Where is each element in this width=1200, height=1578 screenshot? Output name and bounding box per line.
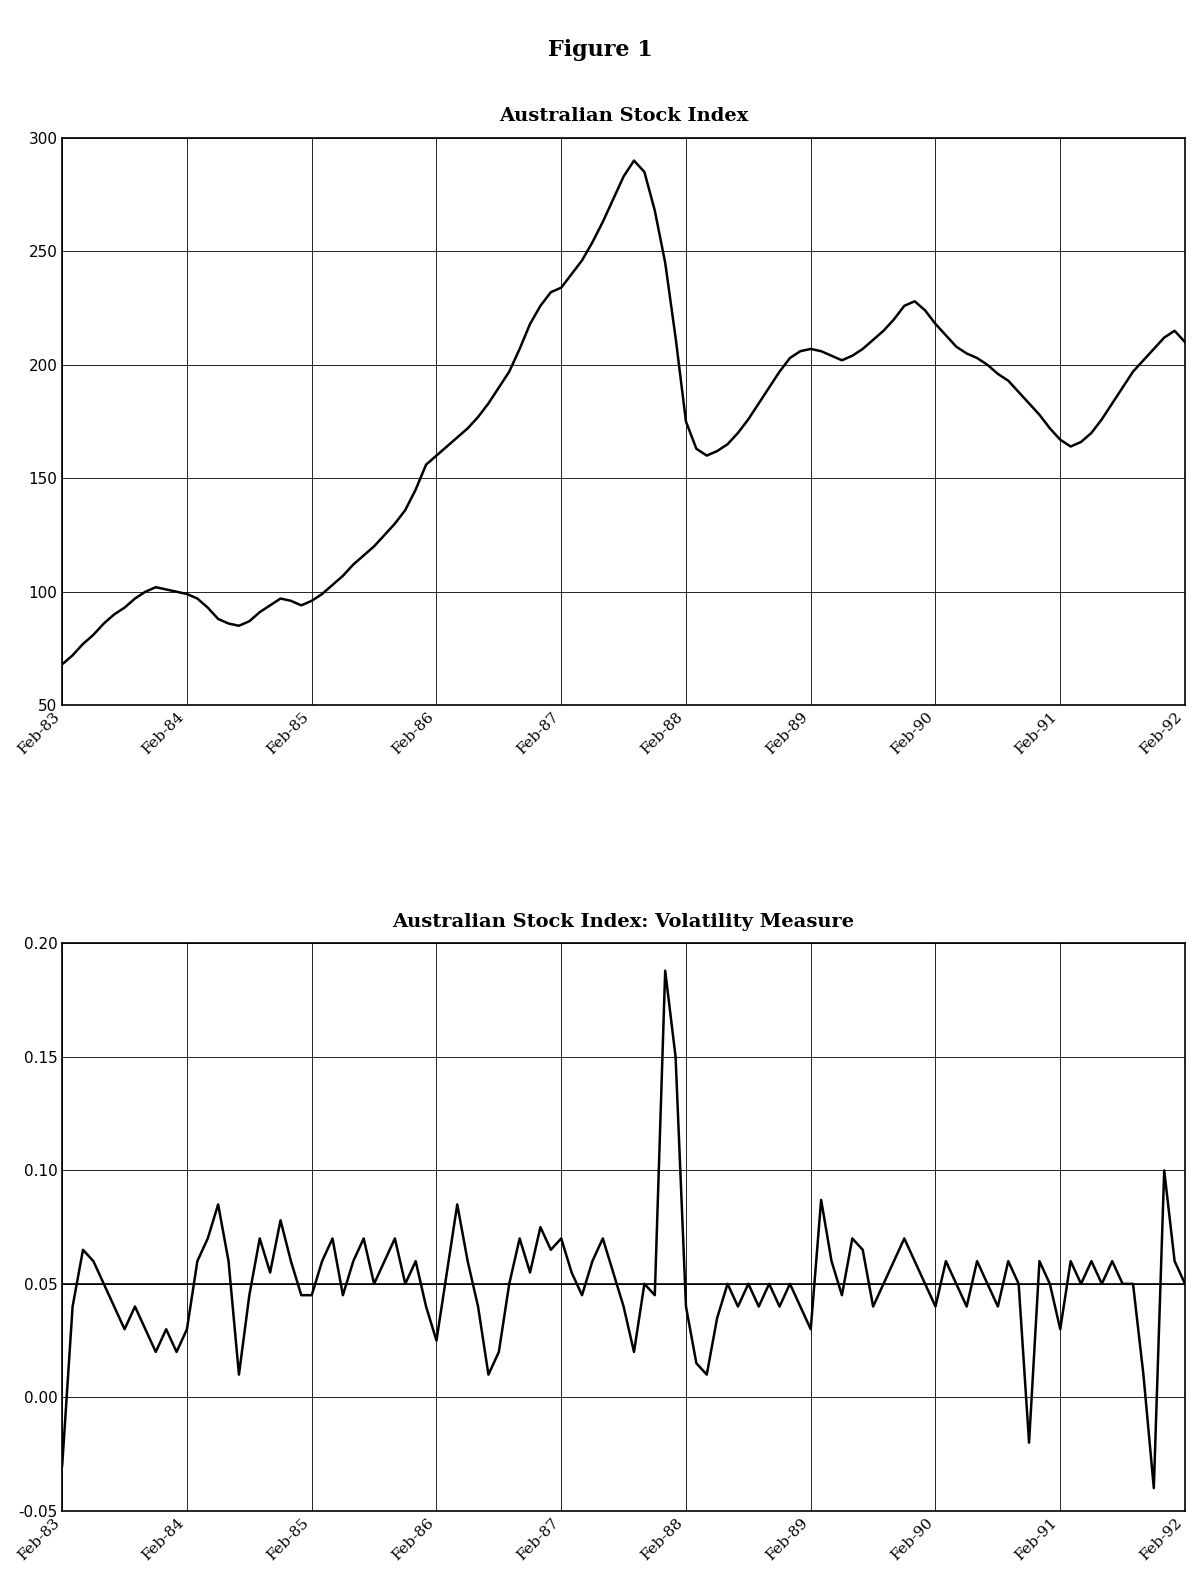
- Title: Australian Stock Index: Australian Stock Index: [499, 107, 749, 125]
- Text: Figure 1: Figure 1: [547, 39, 653, 62]
- Title: Australian Stock Index: Volatility Measure: Australian Stock Index: Volatility Measu…: [392, 912, 854, 931]
